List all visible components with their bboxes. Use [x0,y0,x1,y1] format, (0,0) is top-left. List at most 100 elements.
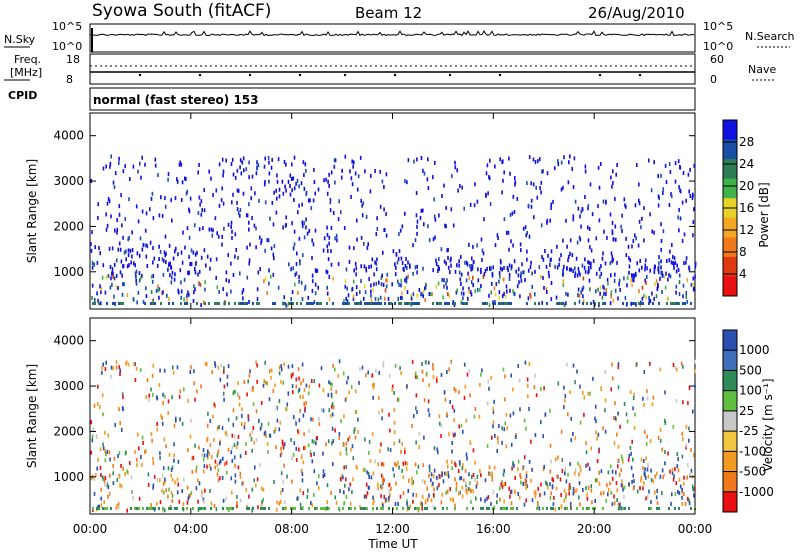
range-gate-cell [631,283,633,288]
range-gate-cell [609,464,612,469]
range-gate-cell [294,282,296,287]
range-gate-cell [190,365,192,370]
range-gate-cell [188,254,190,259]
range-gate-cell [600,491,602,496]
range-gate-cell [414,371,417,376]
range-gate-cell [294,419,297,424]
ground-scatter-cell [674,302,676,305]
range-gate-cell [313,300,316,304]
range-gate-cell [432,375,435,380]
range-gate-cell [456,288,458,293]
ground-scatter-cell [648,507,650,510]
range-gate-cell [527,296,530,301]
range-gate-cell [568,487,570,491]
range-gate-cell [384,288,387,293]
range-gate-cell [604,261,607,266]
range-gate-cell [107,485,110,490]
ground-scatter-cell [562,302,564,305]
range-gate-cell [323,178,325,183]
range-gate-cell [303,446,305,450]
range-gate-cell [156,422,158,426]
range-gate-cell [415,393,418,398]
colorbar-swatch [723,491,737,513]
range-gate-cell [658,255,660,260]
range-gate-cell [557,162,560,167]
range-gate-cell [513,292,516,297]
range-gate-cell [306,231,309,236]
range-gate-cell [646,467,649,472]
range-gate-cell [177,252,179,257]
range-gate-cell [416,375,419,380]
range-gate-cell [439,474,441,479]
range-gate-cell [631,479,633,484]
range-gate-cell [692,276,695,281]
range-gate-cell [636,489,639,494]
range-gate-cell [247,414,250,419]
range-gate-cell [419,501,422,506]
ground-scatter-cell [376,302,378,305]
ground-scatter-cell [434,507,436,510]
range-gate-cell [218,290,220,294]
range-gate-cell [650,188,653,193]
range-gate-cell [357,417,359,422]
range-gate-cell [632,457,634,462]
range-gate-cell [508,277,511,281]
range-gate-cell [504,397,506,402]
range-gate-cell [343,226,346,230]
range-gate-cell [119,372,121,377]
ground-scatter-cell [152,507,154,510]
range-gate-cell [297,389,300,394]
range-gate-cell [494,164,496,169]
range-gate-cell [679,165,682,170]
range-gate-cell [638,198,640,203]
range-gate-cell [206,464,208,469]
range-gate-cell [578,270,580,275]
range-gate-cell [201,453,203,457]
range-gate-cell [303,186,306,191]
range-gate-cell [441,277,443,282]
range-gate-cell [660,247,662,252]
range-gate-cell [114,228,116,233]
range-gate-cell [222,456,224,461]
range-gate-cell [432,505,435,510]
range-gate-cell [685,198,687,203]
ground-scatter-cell [418,302,420,305]
range-gate-cell [367,370,369,375]
range-gate-cell [621,483,624,488]
range-gate-cell [97,384,99,389]
range-gate-cell [211,454,213,459]
range-gate-cell [304,406,306,411]
range-gate-cell [273,480,275,484]
range-gate-cell [337,373,340,378]
range-gate-cell [687,463,689,468]
range-gate-cell [584,257,586,262]
range-gate-cell [167,466,170,471]
ground-scatter-cell [452,302,454,305]
range-gate-cell [333,158,336,163]
range-gate-cell [142,243,145,248]
range-gate-cell [238,402,241,407]
range-gate-cell [326,285,328,290]
range-gate-cell [363,296,365,301]
range-gate-cell [303,235,306,240]
range-gate-cell [206,254,209,259]
range-gate-cell [399,366,401,371]
range-gate-cell [516,196,519,201]
range-gate-cell [248,227,250,232]
range-gate-cell [434,217,437,222]
range-gate-cell [192,250,195,255]
range-gate-cell [302,413,305,418]
range-gate-cell [617,296,619,301]
range-gate-cell [330,387,332,391]
range-gate-cell [664,163,667,168]
range-gate-cell [517,267,520,272]
range-gate-cell [590,446,592,451]
ground-scatter-cell [122,302,124,305]
range-gate-cell [355,389,357,394]
range-gate-cell [318,422,321,427]
power-scatter [90,154,697,308]
range-gate-cell [477,267,479,272]
range-gate-cell [650,478,653,482]
ground-scatter-cell [510,507,512,510]
range-gate-cell [354,261,357,266]
